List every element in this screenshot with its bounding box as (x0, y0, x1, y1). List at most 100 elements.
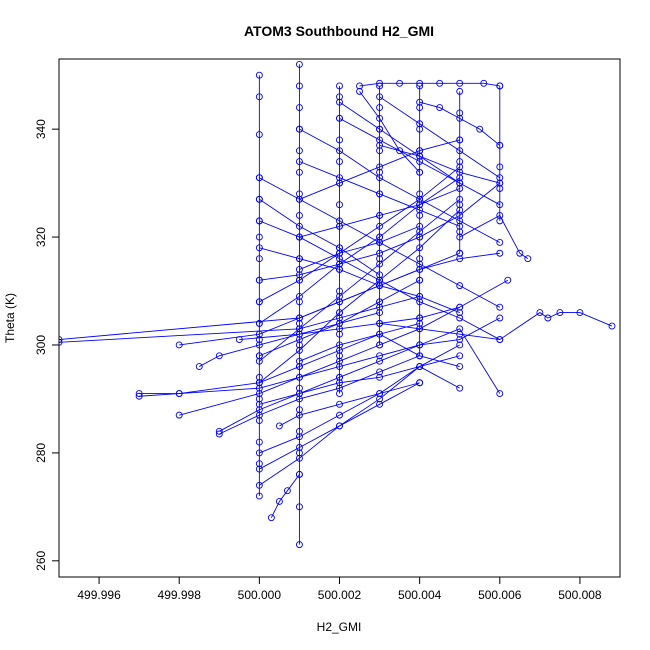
data-point (376, 330, 384, 338)
data-point (336, 384, 343, 392)
data-point (336, 379, 343, 387)
data-point (496, 163, 504, 171)
data-point (456, 341, 464, 349)
series-profile-28 (255, 244, 464, 317)
data-point (416, 233, 424, 241)
series-profile-41 (416, 98, 504, 149)
data-point (456, 174, 464, 182)
data-point (336, 411, 343, 419)
data-point (336, 147, 343, 155)
series-profile-42 (356, 87, 424, 176)
data-point (336, 222, 343, 230)
data-point (456, 201, 464, 209)
data-point (416, 206, 424, 214)
data-point (295, 314, 303, 322)
series-profile-8 (356, 79, 504, 90)
series-profile-35 (295, 158, 464, 230)
data-point (295, 346, 303, 354)
data-point (336, 400, 343, 408)
data-point (376, 368, 384, 376)
data-point (456, 217, 464, 225)
data-point (416, 98, 424, 106)
data-point (416, 260, 424, 268)
data-point (496, 303, 504, 311)
data-point (376, 168, 384, 176)
data-point (524, 255, 532, 263)
data-point (416, 212, 424, 219)
series-line (259, 198, 380, 276)
data-point (255, 460, 263, 468)
data-point (255, 390, 263, 397)
y-tick-label: 300 (34, 335, 48, 355)
data-point (336, 136, 343, 144)
data-point (416, 379, 424, 387)
data-point (295, 503, 303, 511)
data-point (295, 158, 303, 165)
data-point (255, 492, 263, 500)
data-point (255, 373, 263, 381)
data-point (295, 390, 303, 397)
data-point (456, 336, 464, 344)
data-point (295, 325, 303, 333)
data-point (295, 363, 303, 371)
data-point (456, 109, 464, 117)
data-point (295, 168, 303, 176)
series-line (299, 188, 460, 238)
x-tick-label: 499.996 (77, 588, 121, 602)
series-line (219, 355, 420, 435)
data-point (376, 298, 384, 306)
data-point (376, 190, 384, 198)
data-point (255, 276, 263, 284)
data-point (295, 454, 303, 462)
series-profile-48 (255, 276, 424, 360)
data-point (416, 79, 424, 87)
data-point (396, 79, 404, 87)
data-point (336, 363, 343, 371)
data-point (416, 341, 424, 349)
data-point (295, 147, 303, 155)
data-point (336, 346, 343, 354)
data-point (456, 147, 464, 155)
data-point (376, 233, 384, 241)
data-point (295, 125, 303, 133)
series-line (259, 279, 420, 357)
data-point (295, 444, 303, 451)
data-point (416, 222, 424, 230)
data-point (295, 384, 303, 392)
data-point (255, 395, 263, 403)
series-line (270, 474, 300, 518)
data-point (215, 427, 223, 435)
data-point (416, 125, 424, 133)
data-point (295, 190, 303, 198)
data-point (336, 357, 343, 365)
data-point (295, 233, 303, 241)
series-line (419, 101, 501, 146)
data-point (456, 233, 464, 241)
data-point (416, 298, 424, 306)
x-tick-label: 500.006 (478, 588, 522, 602)
data-point (336, 287, 343, 295)
series-layer (59, 60, 616, 549)
data-point (416, 276, 424, 284)
series-line (259, 182, 501, 281)
data-point (376, 255, 384, 263)
series-line (299, 225, 420, 270)
data-point (416, 190, 424, 198)
series-line (259, 177, 460, 324)
data-point (496, 239, 504, 246)
data-point (456, 87, 464, 95)
data-point (496, 141, 504, 149)
series-line (219, 328, 501, 432)
data-point (456, 352, 464, 360)
data-point (295, 212, 303, 219)
data-point (336, 260, 343, 268)
data-point (255, 417, 263, 424)
data-point (356, 87, 363, 95)
data-point (516, 249, 524, 257)
data-point (416, 255, 424, 263)
plot-area (59, 60, 616, 549)
series-line (59, 295, 420, 343)
data-point (416, 120, 424, 128)
data-point (376, 174, 384, 182)
